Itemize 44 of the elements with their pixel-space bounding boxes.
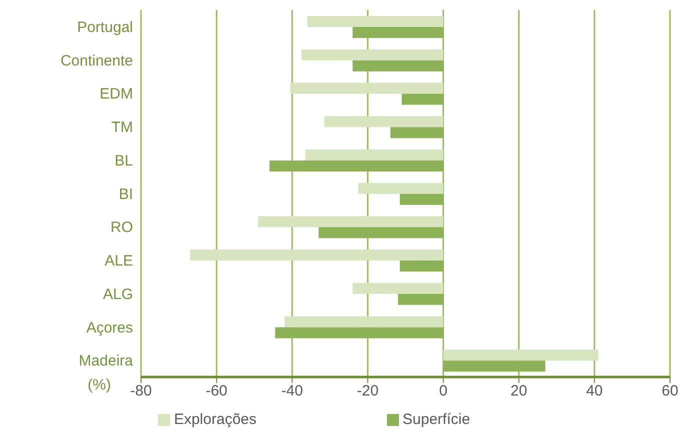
bar bbox=[402, 94, 444, 105]
bar bbox=[352, 27, 444, 38]
x-tick-label: 40 bbox=[586, 382, 603, 400]
bar bbox=[305, 149, 444, 160]
y-tick-label: Açores bbox=[86, 319, 133, 336]
bar bbox=[358, 182, 444, 194]
bar bbox=[307, 16, 444, 28]
y-tick-label: ALG bbox=[102, 286, 133, 303]
bar bbox=[352, 60, 444, 72]
x-axis-title: (%) bbox=[88, 376, 112, 394]
y-tick-label: Portugal bbox=[77, 19, 133, 36]
bar bbox=[318, 227, 444, 238]
x-tick-label: -20 bbox=[356, 382, 379, 400]
bar bbox=[352, 282, 444, 294]
bar bbox=[443, 360, 546, 372]
bar bbox=[390, 127, 444, 138]
bar bbox=[190, 250, 444, 261]
bar bbox=[258, 216, 444, 228]
legend-label: Explorações bbox=[174, 411, 256, 428]
y-tick-label: TM bbox=[111, 119, 133, 136]
x-tick-label: -40 bbox=[281, 382, 303, 400]
y-tick-label: Madeira bbox=[78, 352, 134, 370]
y-tick-label: BL bbox=[114, 152, 133, 170]
bar bbox=[324, 116, 444, 128]
x-tick-label: 60 bbox=[662, 382, 678, 400]
bar bbox=[275, 327, 444, 338]
y-tick-label: Continente bbox=[60, 52, 133, 70]
bar bbox=[302, 49, 444, 60]
bar bbox=[398, 294, 444, 305]
bar bbox=[443, 350, 598, 361]
x-tick-label: 0 bbox=[439, 382, 448, 400]
bar bbox=[400, 260, 444, 272]
x-tick-label: -60 bbox=[206, 382, 228, 400]
y-tick-label: RO bbox=[110, 219, 133, 236]
bar bbox=[400, 194, 444, 205]
x-tick-label: -80 bbox=[130, 382, 152, 400]
y-tick-label: EDM bbox=[100, 86, 133, 103]
y-tick-label: BI bbox=[118, 186, 133, 203]
bar bbox=[284, 316, 444, 328]
y-tick-label: ALE bbox=[104, 252, 133, 270]
legend-label: Superfície bbox=[402, 411, 470, 428]
bar bbox=[290, 82, 444, 94]
bar bbox=[269, 160, 444, 172]
x-tick-label: 20 bbox=[510, 382, 528, 400]
